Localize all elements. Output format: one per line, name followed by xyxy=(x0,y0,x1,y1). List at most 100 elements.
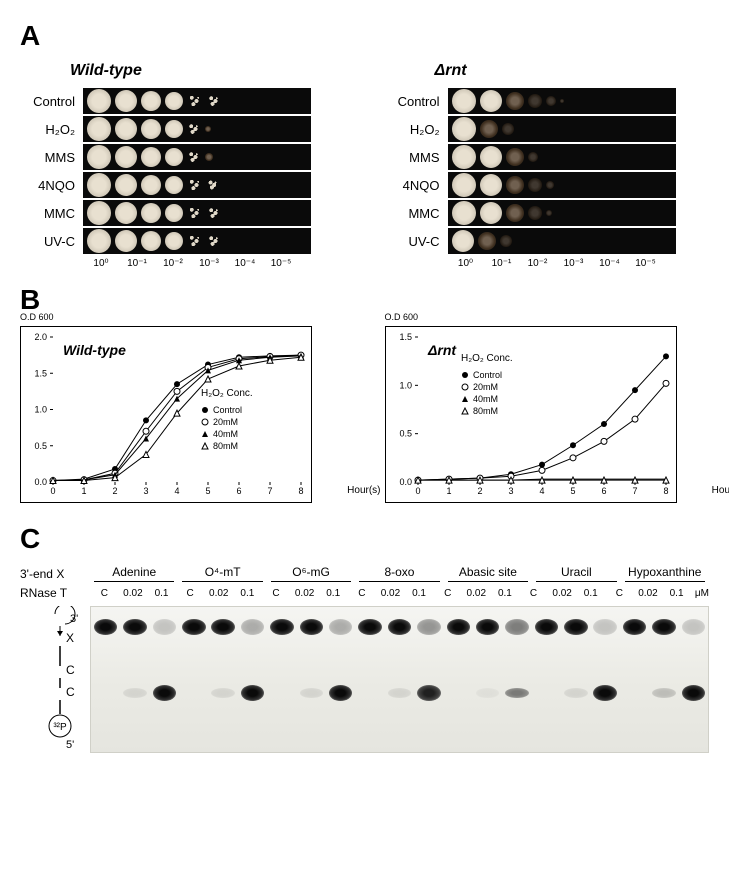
svg-text:5: 5 xyxy=(205,486,210,496)
spot-strip xyxy=(448,116,676,142)
dilution-label: 10⁻¹ xyxy=(119,258,155,269)
gel-container: 3' X C C ³²P 5' xyxy=(20,606,709,753)
treatment-label: Control xyxy=(385,94,448,109)
gel-lane xyxy=(590,607,619,752)
svg-text:0: 0 xyxy=(50,486,55,496)
dilution-label: 10⁻² xyxy=(155,258,191,269)
svg-text:Δrnt: Δrnt xyxy=(427,342,457,358)
lane-set: C0.020.1 xyxy=(348,588,434,599)
colony-spot xyxy=(87,89,111,113)
strain-title-left: Wild-type xyxy=(70,62,345,80)
colony-spot xyxy=(187,177,203,193)
lane-conc-label: 0.1 xyxy=(319,588,348,599)
colony-spot xyxy=(546,96,556,106)
lane-conc-label: 0.02 xyxy=(548,588,577,599)
colony-spot xyxy=(528,94,542,108)
lane-conc-label: C xyxy=(348,588,377,599)
gel-lane xyxy=(326,607,355,752)
colony-spot xyxy=(480,174,502,196)
spot-row: MMS xyxy=(20,144,345,170)
colony-spot xyxy=(187,122,201,136)
gel-lane xyxy=(209,607,238,752)
lane-conc-label: C xyxy=(605,588,634,599)
colony-spot xyxy=(115,146,137,168)
gel-lane xyxy=(473,607,502,752)
gel-lane xyxy=(355,607,384,752)
svg-text:8: 8 xyxy=(663,486,668,496)
colony-spot xyxy=(207,94,221,108)
gel-lane xyxy=(297,607,326,752)
svg-text:4: 4 xyxy=(174,486,179,496)
treatment-label: H₂O₂ xyxy=(20,122,83,137)
dilution-label: 10⁻¹ xyxy=(484,258,520,269)
colony-spot xyxy=(165,120,183,138)
lane-conc-label: C xyxy=(519,588,548,599)
strain-title-right: Δrnt xyxy=(435,62,710,80)
gel-lane xyxy=(444,607,473,752)
svg-text:3: 3 xyxy=(508,486,513,496)
gel-band-product xyxy=(123,688,147,698)
gel-image xyxy=(90,606,709,753)
colony-spot xyxy=(87,145,111,169)
panel-a-label: A xyxy=(20,20,709,52)
growth-chart-left: 0.00.51.01.52.0012345678Wild-typeH₂O₂ Co… xyxy=(20,326,312,503)
colony-spot xyxy=(87,173,111,197)
lane-conc-label: 0.02 xyxy=(204,588,233,599)
gel-band-substrate xyxy=(211,619,235,635)
growth-chart-right: 0.00.51.01.5012345678ΔrntH₂O₂ Conc.Contr… xyxy=(385,326,677,503)
gel-lane-group xyxy=(91,607,179,752)
gel-band-substrate xyxy=(270,619,294,635)
colony-spot xyxy=(187,150,201,164)
lane-conc-label: 0.02 xyxy=(119,588,148,599)
lane-set: C0.020.1 xyxy=(262,588,348,599)
dilution-row: 10⁰10⁻¹10⁻²10⁻³10⁻⁴10⁻⁵ xyxy=(448,256,710,269)
dilution-label: 10⁻³ xyxy=(191,258,227,269)
spot-assay-right: Δrnt ControlH₂O₂MMS4NQOMMCUV-C10⁰10⁻¹10⁻… xyxy=(385,62,710,269)
lane-set: C0.020.1 xyxy=(605,588,691,599)
spot-row: H₂O₂ xyxy=(20,116,345,142)
svg-text:8: 8 xyxy=(298,486,303,496)
end-label: 3'-end X xyxy=(20,567,90,581)
spot-row: UV-C xyxy=(385,228,710,254)
colony-spot xyxy=(478,232,496,250)
dilution-label: 10⁰ xyxy=(83,258,119,269)
svg-text:0.0: 0.0 xyxy=(34,477,47,487)
xaxis-label-left: Hour(s) xyxy=(347,485,380,496)
svg-text:³²P: ³²P xyxy=(53,722,67,733)
gel-band-substrate xyxy=(505,619,529,635)
gel-lane-group xyxy=(267,607,355,752)
colony-spot xyxy=(542,155,546,159)
treatment-label: 4NQO xyxy=(20,178,83,193)
svg-text:Wild-type: Wild-type xyxy=(63,342,126,358)
colony-spot xyxy=(480,202,502,224)
yaxis-title-right: O.D 600 xyxy=(385,312,419,322)
colony-spot xyxy=(187,93,203,109)
svg-text:20mM: 20mM xyxy=(473,382,498,392)
svg-text:C: C xyxy=(66,685,75,699)
colony-spot xyxy=(528,178,542,192)
svg-text:80mM: 80mM xyxy=(213,441,238,451)
dilution-label: 10⁻² xyxy=(520,258,556,269)
colony-spot xyxy=(556,211,560,215)
svg-text:7: 7 xyxy=(632,486,637,496)
colony-spot xyxy=(165,92,183,110)
colony-spot xyxy=(452,117,476,141)
colony-spot xyxy=(165,232,183,250)
colony-spot xyxy=(506,148,524,166)
dilution-row: 10⁰10⁻¹10⁻²10⁻³10⁻⁴10⁻⁵ xyxy=(83,256,345,269)
svg-text:0.5: 0.5 xyxy=(399,429,412,439)
colony-spot xyxy=(141,203,161,223)
gel-band-substrate xyxy=(652,619,676,635)
panel-c-label: C xyxy=(20,523,709,555)
spot-assay-left: Wild-type ControlH₂O₂MMS4NQOMMCUV-C10⁰10… xyxy=(20,62,345,269)
spot-row: Control xyxy=(385,88,710,114)
colony-spot xyxy=(528,152,538,162)
gel-lane xyxy=(179,607,208,752)
gel-lane xyxy=(532,607,561,752)
gel-band-substrate xyxy=(417,619,441,635)
lesion-group-label: 8-oxo xyxy=(355,565,443,582)
gel-band-product xyxy=(241,685,265,701)
spot-strip xyxy=(448,228,676,254)
svg-text:3: 3 xyxy=(143,486,148,496)
gel-band-product xyxy=(153,685,177,701)
